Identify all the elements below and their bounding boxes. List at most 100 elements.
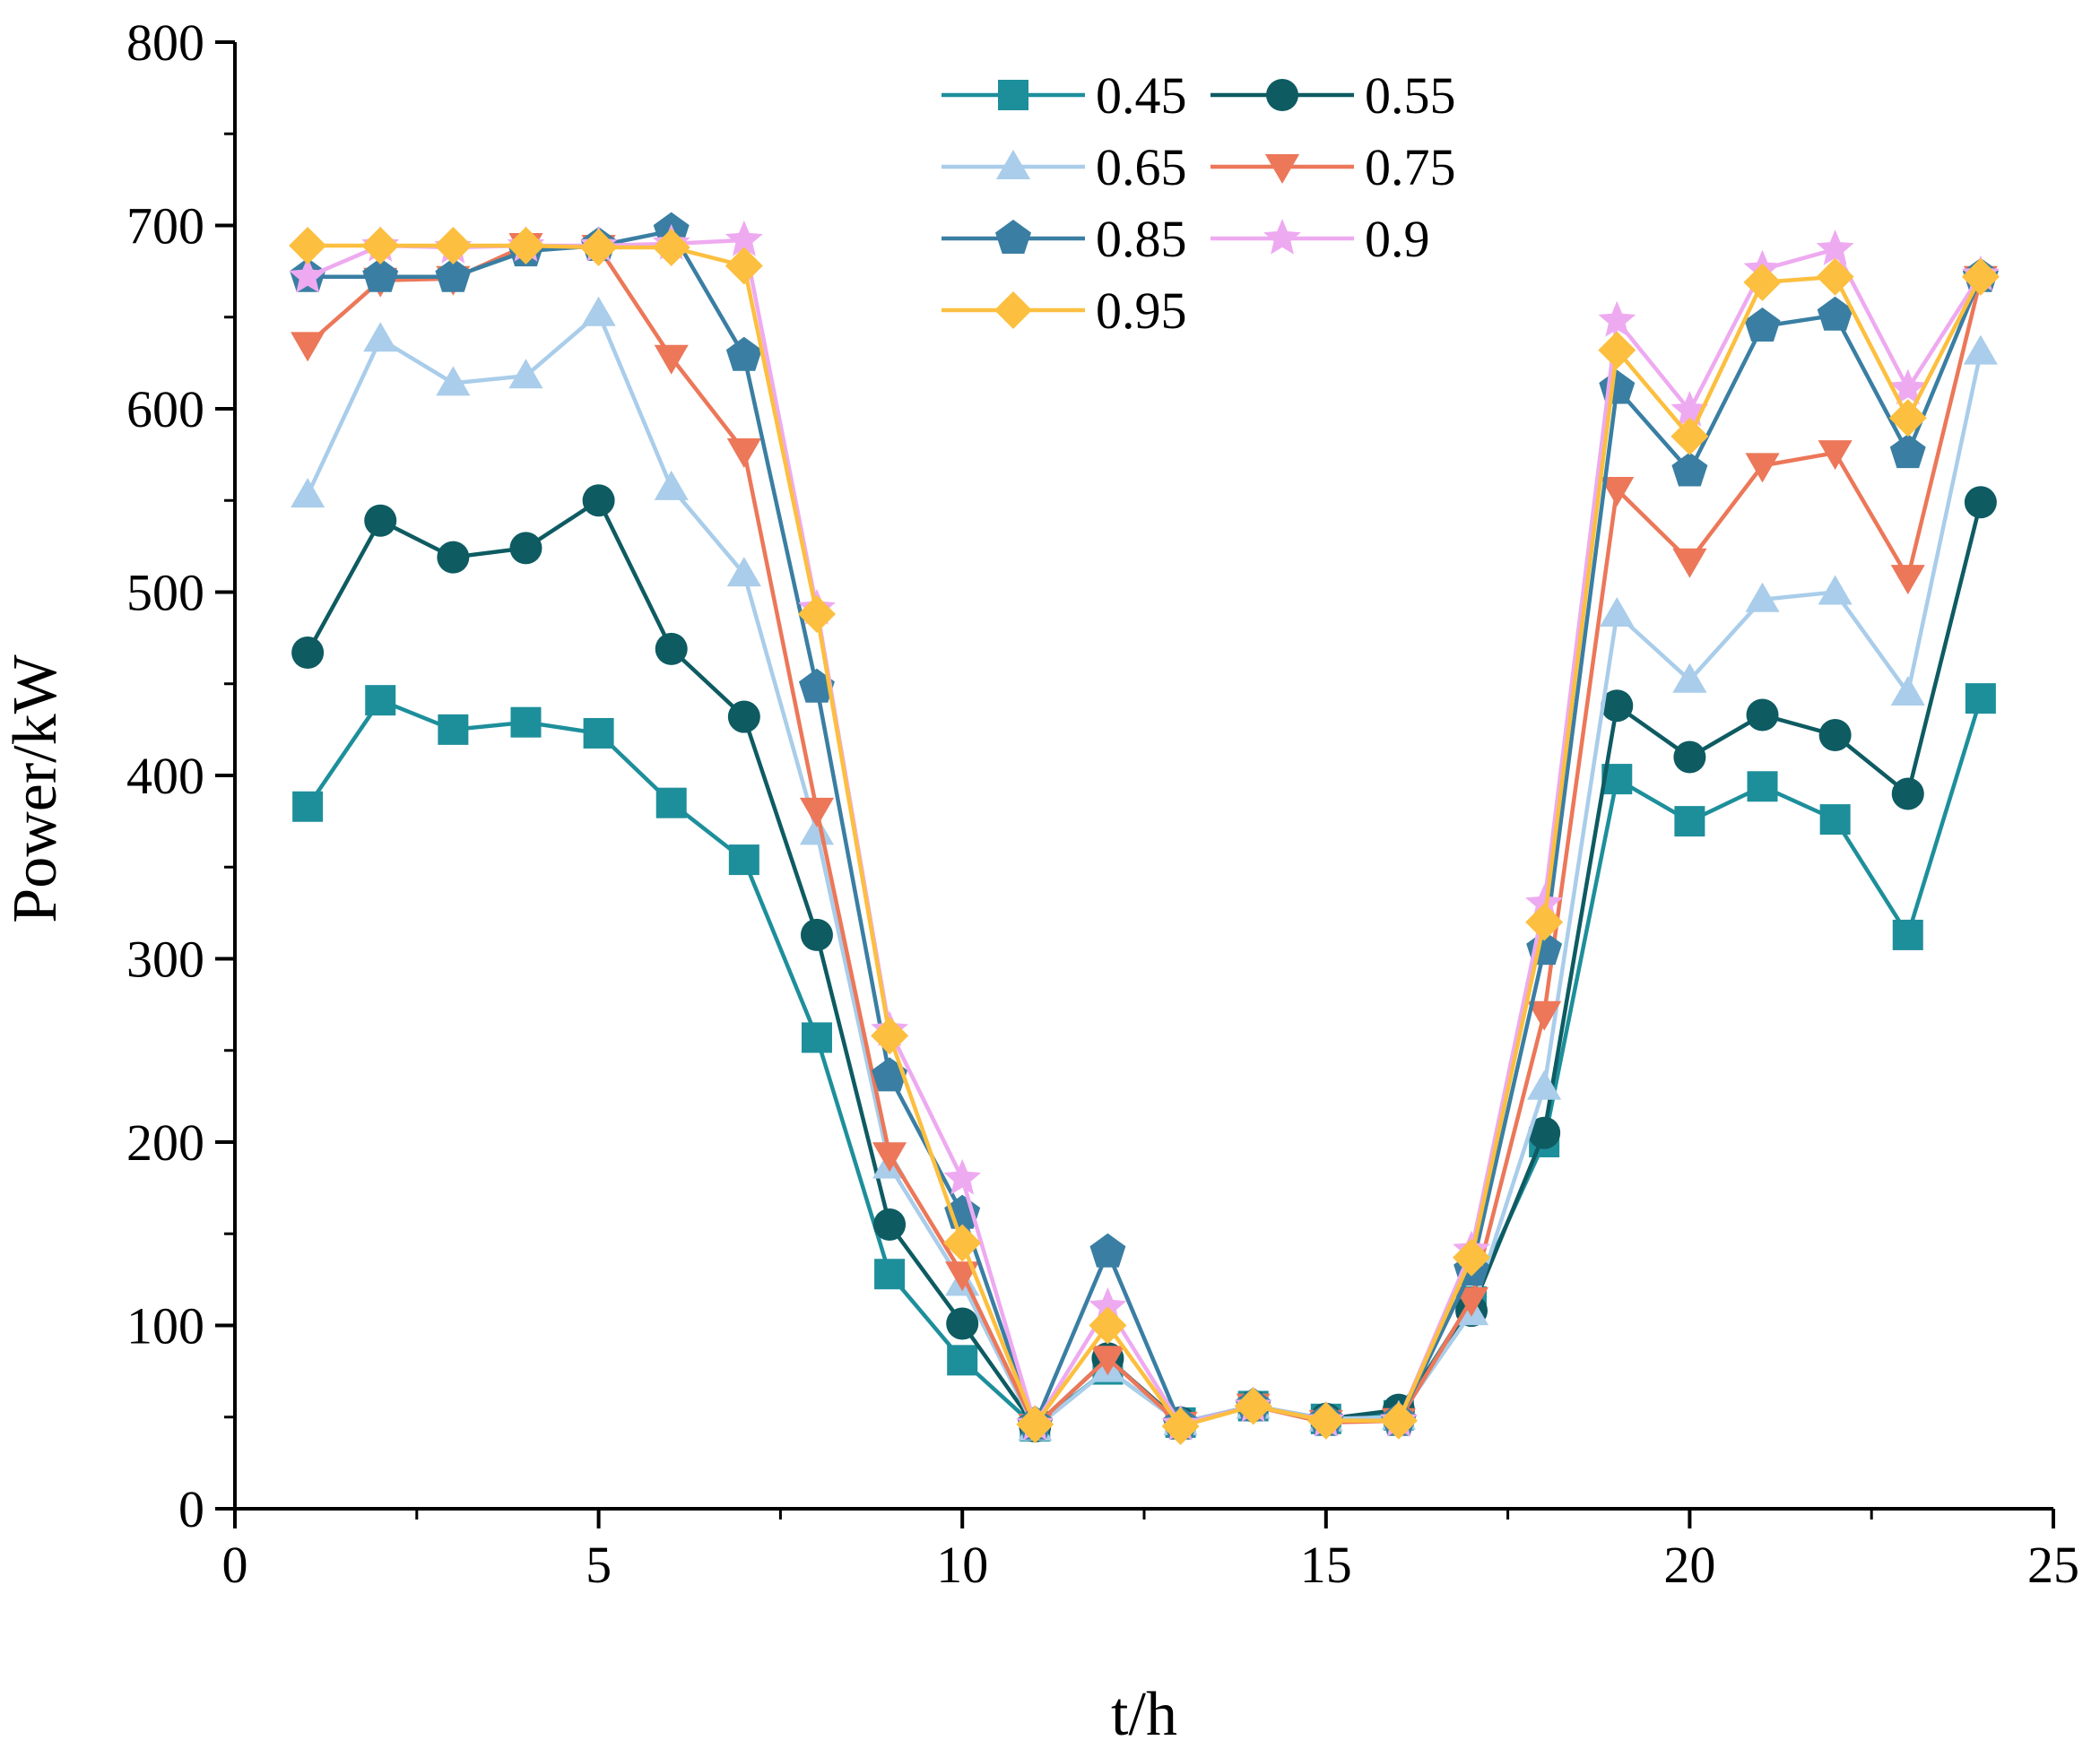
data-point-0.95-t2 bbox=[361, 227, 400, 264]
data-point-0.95-t18 bbox=[1525, 903, 1564, 941]
data-point-0.75-t20 bbox=[1672, 548, 1707, 578]
data-point-0.85-t19 bbox=[1599, 369, 1636, 404]
data-point-0.95-t7 bbox=[725, 247, 763, 285]
data-point-0.75-t19 bbox=[1600, 477, 1635, 507]
legend-label: 0.75 bbox=[1365, 138, 1456, 196]
data-point-0.95-t9 bbox=[871, 1017, 909, 1055]
data-point-0.55-t1 bbox=[291, 636, 325, 669]
data-point-0.85-t23 bbox=[1889, 434, 1926, 469]
data-point-0.55-t23 bbox=[1891, 777, 1924, 810]
y-tick-label: 500 bbox=[126, 564, 204, 622]
data-point-0.75-t21 bbox=[1745, 453, 1780, 483]
data-point-0.95-t24 bbox=[1961, 257, 2000, 296]
data-point-0.9-t18 bbox=[1525, 884, 1564, 920]
y-tick-label: 700 bbox=[126, 197, 204, 255]
data-point-0.95-t3 bbox=[434, 227, 473, 264]
data-point-0.45-t5 bbox=[583, 717, 614, 749]
data-point-0.45-t2 bbox=[365, 685, 396, 716]
legend-label: 0.9 bbox=[1365, 210, 1430, 268]
data-point-0.95-t14 bbox=[1234, 1387, 1272, 1425]
legend-item-0.9: 0.9 bbox=[1211, 210, 1430, 268]
data-point-0.45-t20 bbox=[1674, 806, 1705, 837]
series-line-0.95 bbox=[308, 243, 1983, 1429]
x-tick-label: 20 bbox=[1663, 1536, 1715, 1594]
legend-label: 0.95 bbox=[1096, 281, 1187, 340]
series-line-0.9 bbox=[307, 238, 1983, 1427]
y-tick-label: 800 bbox=[126, 13, 204, 72]
data-point-0.75-t1 bbox=[291, 332, 325, 362]
data-point-0.9-t10 bbox=[943, 1158, 982, 1195]
legend-marker bbox=[994, 291, 1032, 329]
series-layer bbox=[289, 212, 2000, 1445]
series-0.45 bbox=[292, 683, 1996, 1442]
legend-marker bbox=[1266, 79, 1298, 111]
data-point-0.65-t4 bbox=[508, 359, 543, 389]
data-point-0.9-t12 bbox=[1089, 1287, 1127, 1323]
data-point-0.45-t4 bbox=[510, 706, 542, 738]
y-tick-label: 300 bbox=[126, 931, 204, 989]
data-point-0.9-t7 bbox=[725, 220, 763, 256]
data-point-0.75-t8 bbox=[799, 797, 834, 827]
series-line-0.85 bbox=[308, 229, 1983, 1427]
data-point-0.95-t22 bbox=[1816, 257, 1854, 296]
data-point-0.95-t10 bbox=[943, 1224, 982, 1262]
data-point-0.95-t12 bbox=[1089, 1306, 1127, 1345]
data-point-0.9-t19 bbox=[1598, 300, 1636, 337]
data-point-0.85-t20 bbox=[1671, 452, 1708, 487]
data-point-0.95-t8 bbox=[798, 595, 836, 633]
data-point-0.75-t23 bbox=[1890, 565, 1925, 595]
data-point-0.45-t23 bbox=[1892, 919, 1923, 950]
data-point-0.55-t10 bbox=[946, 1307, 979, 1340]
legend-item-0.65: 0.65 bbox=[942, 138, 1187, 196]
y-tick-label: 100 bbox=[126, 1297, 204, 1355]
legend-item-0.55: 0.55 bbox=[1211, 66, 1456, 125]
data-point-0.95-t13 bbox=[1161, 1407, 1200, 1445]
data-point-0.75-t18 bbox=[1527, 1000, 1562, 1031]
x-tick-label: 15 bbox=[1300, 1536, 1352, 1594]
legend-marker bbox=[1264, 154, 1300, 184]
data-point-0.75-t17 bbox=[1454, 1286, 1489, 1317]
data-point-0.45-t6 bbox=[655, 787, 687, 818]
data-point-0.95-t11 bbox=[1016, 1405, 1054, 1443]
data-point-0.55-t19 bbox=[1601, 689, 1634, 723]
legend-item-0.85: 0.85 bbox=[942, 210, 1187, 268]
series-0.95 bbox=[289, 227, 2000, 1445]
legend-marker bbox=[995, 150, 1031, 179]
data-point-0.65-t2 bbox=[363, 322, 398, 352]
data-point-0.55-t4 bbox=[509, 532, 542, 565]
x-tick-label: 10 bbox=[936, 1536, 988, 1594]
series-0.75 bbox=[291, 233, 1998, 1443]
data-point-0.65-t8 bbox=[799, 815, 834, 845]
data-point-0.45-t22 bbox=[1819, 804, 1851, 836]
data-point-0.75-t6 bbox=[654, 344, 689, 375]
data-point-0.45-t9 bbox=[874, 1259, 906, 1290]
data-point-0.65-t21 bbox=[1745, 582, 1780, 612]
data-point-0.95-t15 bbox=[1306, 1401, 1345, 1440]
y-tick-label: 600 bbox=[126, 380, 204, 438]
series-line-0.75 bbox=[306, 243, 1983, 1429]
data-point-0.45-t3 bbox=[438, 714, 469, 745]
x-tick-label: 25 bbox=[2027, 1536, 2079, 1594]
series-line-0.65 bbox=[306, 311, 1983, 1431]
legend-label: 0.65 bbox=[1096, 138, 1187, 196]
data-point-0.95-t17 bbox=[1453, 1238, 1490, 1277]
data-point-0.55-t18 bbox=[1528, 1116, 1561, 1149]
legend-item-0.95: 0.95 bbox=[942, 281, 1187, 340]
data-point-0.45-t8 bbox=[801, 1022, 832, 1053]
data-point-0.55-t6 bbox=[655, 632, 688, 665]
data-point-0.9-t1 bbox=[289, 256, 326, 293]
data-point-0.65-t20 bbox=[1672, 662, 1707, 693]
series-0.9 bbox=[289, 220, 2000, 1441]
series-0.85 bbox=[290, 212, 1999, 1440]
data-point-0.55-t2 bbox=[364, 504, 397, 537]
data-point-0.65-t7 bbox=[726, 557, 761, 587]
data-point-0.85-t2 bbox=[362, 257, 399, 292]
data-point-0.45-t1 bbox=[292, 791, 324, 822]
data-point-0.65-t22 bbox=[1818, 575, 1853, 605]
data-point-0.55-t20 bbox=[1673, 740, 1706, 774]
data-point-0.55-t3 bbox=[437, 541, 470, 574]
data-point-0.95-t6 bbox=[652, 229, 690, 266]
legend-marker bbox=[998, 80, 1028, 110]
series-0.65 bbox=[291, 296, 1998, 1441]
